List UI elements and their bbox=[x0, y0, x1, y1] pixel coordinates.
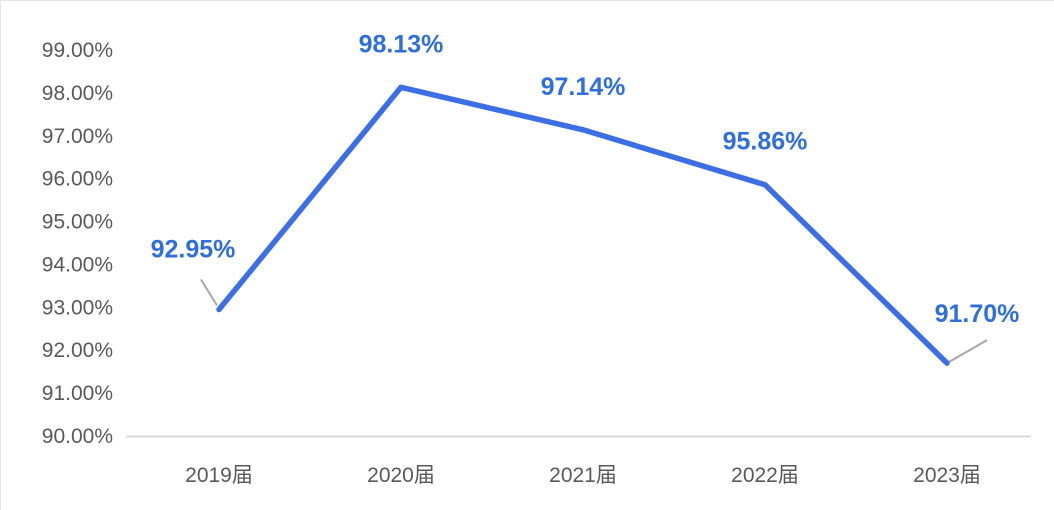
data-point bbox=[944, 360, 950, 366]
data-point bbox=[762, 182, 768, 188]
data-labels: 92.95% 98.13% 97.14% 95.86% 91.70% bbox=[151, 30, 1020, 328]
y-tick-label: 93.00% bbox=[42, 296, 113, 319]
x-tick-label: 2022届 bbox=[731, 464, 799, 487]
data-label: 97.14% bbox=[541, 73, 626, 101]
data-label: 98.13% bbox=[359, 30, 444, 58]
data-point bbox=[216, 306, 222, 312]
leader-line bbox=[946, 339, 988, 364]
leader-line bbox=[200, 278, 218, 307]
x-tick-label: 2021届 bbox=[549, 464, 617, 487]
y-tick-label: 99.00% bbox=[42, 39, 113, 62]
y-tick-label: 92.00% bbox=[42, 339, 113, 362]
data-label: 95.86% bbox=[723, 128, 808, 156]
series-layer bbox=[216, 84, 950, 366]
data-point bbox=[398, 84, 404, 90]
x-tick-label: 2019届 bbox=[185, 464, 253, 487]
data-point bbox=[580, 127, 586, 133]
y-axis: 99.00% 98.00% 97.00% 96.00% 95.00% 94.00% 93.0… bbox=[42, 39, 113, 448]
x-tick-labels: 2019届 2020届 2021届 2022届 2023届 bbox=[185, 464, 981, 487]
y-tick-label: 95.00% bbox=[42, 211, 113, 234]
y-tick-label: 96.00% bbox=[42, 168, 113, 191]
y-tick-label: 98.00% bbox=[42, 82, 113, 105]
y-tick-label: 97.00% bbox=[42, 125, 113, 148]
data-label: 92.95% bbox=[151, 235, 236, 263]
x-tick-label: 2023届 bbox=[913, 464, 981, 487]
drop-lines bbox=[218, 87, 948, 436]
y-tick-label: 94.00% bbox=[42, 253, 113, 276]
y-tick-label: 90.00% bbox=[42, 425, 113, 448]
y-tick-label: 91.00% bbox=[42, 382, 113, 405]
label-leader-lines bbox=[200, 278, 988, 364]
data-label: 91.70% bbox=[935, 300, 1020, 328]
x-tick-label: 2020届 bbox=[367, 464, 435, 487]
